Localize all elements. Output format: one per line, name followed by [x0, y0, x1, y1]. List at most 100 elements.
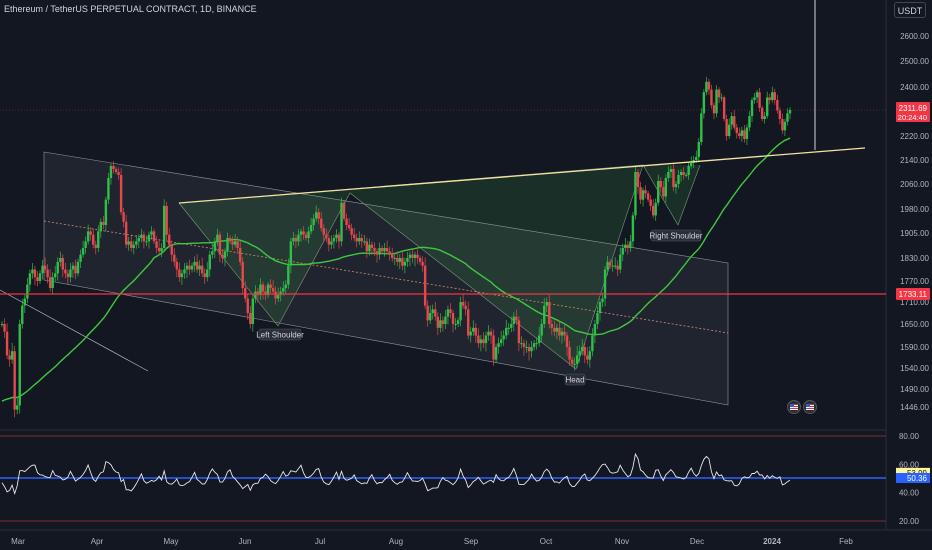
candle-body	[56, 261, 59, 274]
candle-body	[619, 254, 622, 270]
price-tick: 1650.00	[900, 320, 929, 329]
candle-body	[347, 225, 351, 229]
candle-body	[352, 234, 356, 238]
candle-body	[145, 241, 148, 243]
candle-body	[59, 258, 62, 262]
candle-body	[667, 172, 670, 178]
candle-body	[436, 316, 440, 328]
candle-body	[695, 157, 698, 160]
level-value: 1733.11	[899, 290, 928, 299]
candle-body	[203, 273, 206, 278]
currency-button[interactable]: USDT	[894, 2, 926, 18]
candle-body	[624, 244, 627, 248]
candle-body	[700, 113, 703, 142]
candle-body	[162, 205, 166, 248]
candle-body	[492, 335, 495, 360]
candle-body	[94, 244, 97, 248]
candle-body	[748, 116, 751, 128]
candle-body	[753, 97, 756, 101]
candle-body	[649, 199, 652, 206]
candle-body	[758, 92, 761, 108]
candle-body	[487, 331, 490, 336]
candle-body	[322, 228, 325, 235]
candle-body	[355, 238, 358, 242]
candle-body	[302, 231, 305, 235]
candle-body	[378, 248, 381, 255]
candle-body	[717, 89, 721, 98]
candle-body	[241, 261, 244, 289]
candle-body	[365, 241, 369, 252]
candle-body	[31, 269, 34, 274]
candle-body	[208, 254, 211, 270]
rsi-ma-value: 50.36	[907, 474, 928, 483]
candle-body	[297, 234, 300, 242]
descending-channel[interactable]	[43, 151, 729, 406]
time-tick: Mar	[11, 537, 25, 546]
candle-body	[48, 277, 52, 289]
candle-body	[238, 248, 242, 262]
candle-body	[773, 92, 776, 101]
candle-body	[332, 238, 336, 242]
neckline[interactable]	[178, 147, 866, 204]
candle-body	[38, 273, 42, 281]
candle-body	[150, 231, 153, 235]
event-markers[interactable]	[787, 400, 817, 414]
candle-body	[545, 302, 548, 306]
head-shoulders-pattern[interactable]	[178, 164, 644, 370]
candle-body	[307, 231, 310, 238]
price-tick: 1770.00	[900, 277, 929, 286]
time-axis[interactable]: Mar Apr May Jun Jul Aug Sep Oct Nov Dec 2024 Feb	[11, 537, 853, 546]
candle-body	[276, 295, 280, 299]
candle-body	[657, 181, 660, 203]
candle-body	[41, 265, 44, 274]
candle-body	[760, 107, 764, 119]
candle-body	[274, 291, 277, 299]
candle-body	[36, 277, 39, 281]
candle-body	[200, 265, 204, 274]
candle-body	[527, 347, 531, 352]
us-flag-icon[interactable]	[787, 400, 801, 414]
candle-body	[677, 175, 680, 184]
candle-body	[370, 244, 374, 248]
candle-body	[456, 320, 460, 324]
candle-body	[461, 302, 465, 306]
candle-body	[396, 258, 399, 262]
candle-body	[525, 347, 528, 348]
candle-body	[175, 261, 179, 270]
candle-body	[360, 238, 363, 242]
candle-body	[406, 258, 409, 262]
candle-body	[5, 331, 9, 356]
right-shoulder-label: Right Shoulder	[650, 229, 703, 242]
time-tick: Dec	[690, 537, 704, 546]
candle-body	[636, 172, 640, 188]
candle-body	[441, 320, 445, 324]
candle-body	[537, 335, 541, 344]
candle-body	[244, 288, 247, 299]
candlesticks	[0, 76, 792, 418]
candle-body	[193, 261, 196, 266]
candle-body	[750, 100, 754, 117]
candle-body	[43, 265, 47, 270]
price-axis[interactable]: 2600.00 2500.00 2400.00 2220.00 2140.00 2060.…	[0, 32, 930, 412]
price-tick: 1830.00	[900, 254, 929, 263]
time-tick: Jun	[239, 537, 252, 546]
candle-body	[429, 313, 432, 321]
candle-body	[532, 343, 536, 347]
candle-body	[165, 205, 168, 235]
candle-body	[385, 248, 389, 252]
candle-body	[449, 309, 452, 313]
candle-body	[631, 215, 635, 242]
candle-body	[586, 355, 589, 360]
us-flag-icon[interactable]	[803, 400, 817, 414]
current-price-badge	[896, 102, 930, 122]
candle-body	[130, 241, 133, 248]
candle-body	[46, 269, 49, 278]
candle-body	[720, 97, 723, 99]
candle-body	[672, 169, 675, 188]
candle-body	[269, 284, 272, 289]
candle-body	[606, 261, 609, 270]
candle-body	[434, 309, 437, 317]
candle-body	[740, 130, 744, 136]
